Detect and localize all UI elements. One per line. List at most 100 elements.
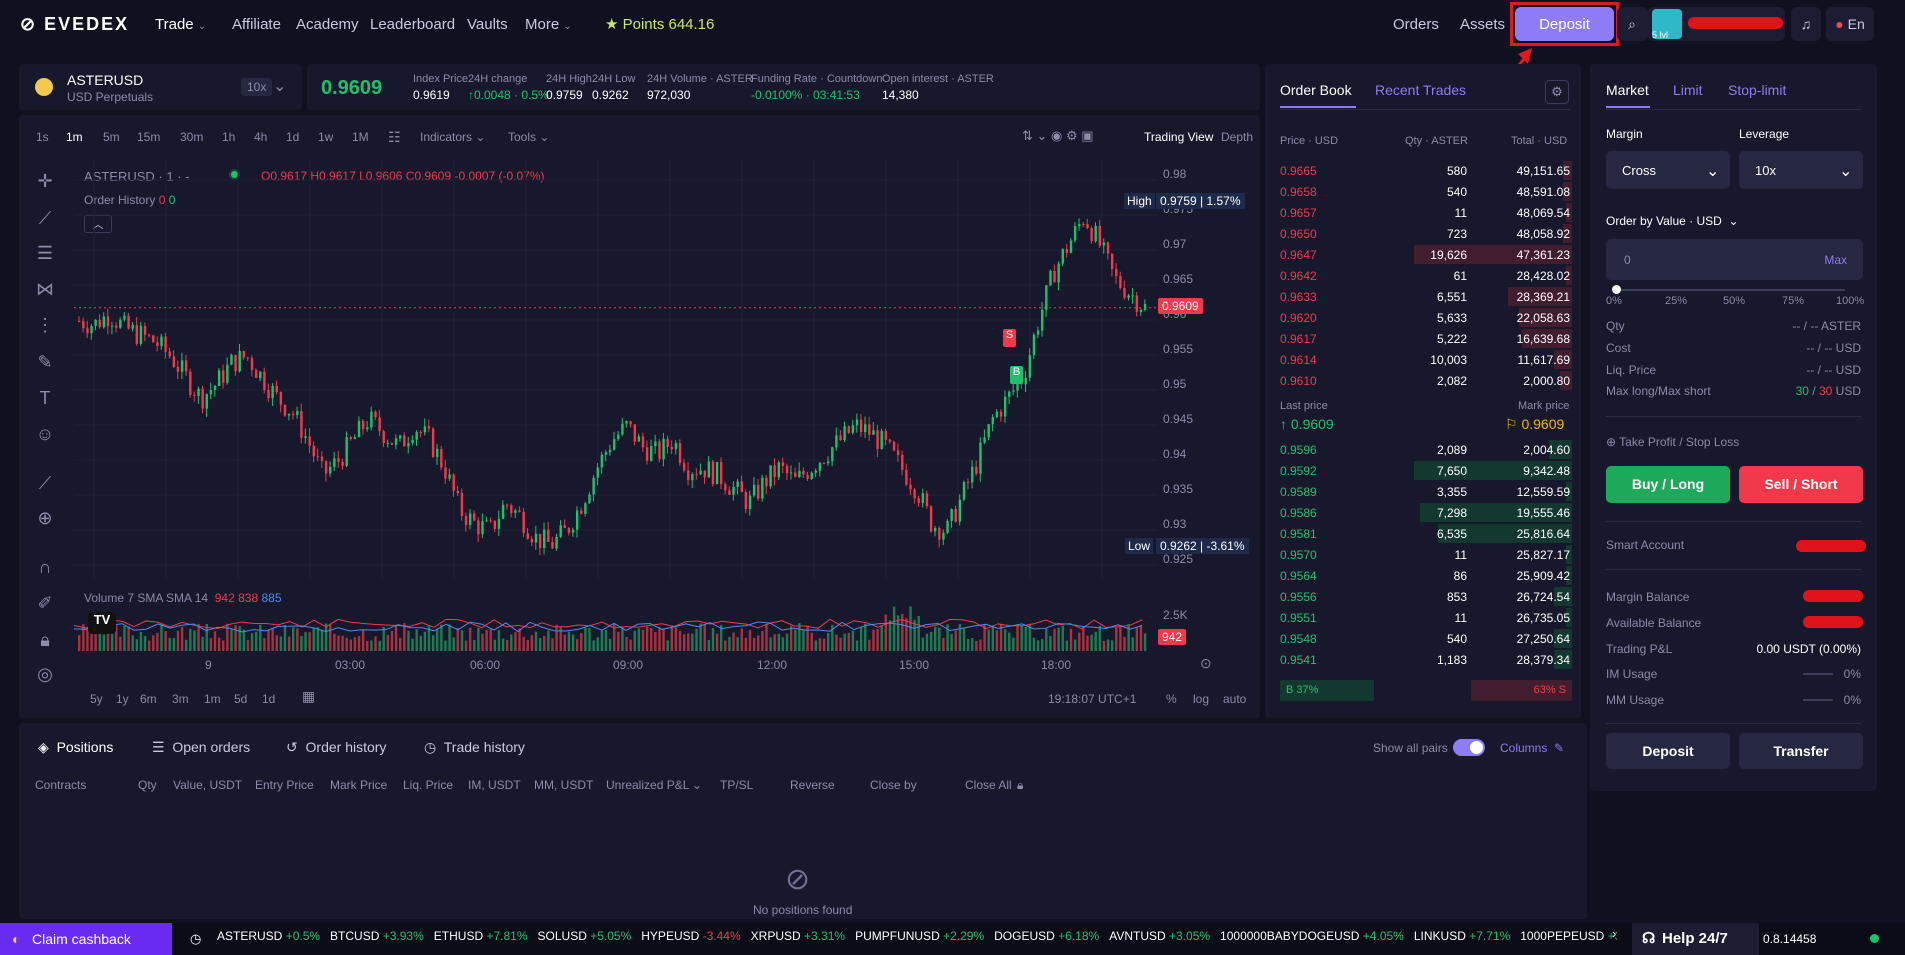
ob-row[interactable]: 0.9551 11 26,735.05 bbox=[1280, 607, 1572, 628]
ticker-item[interactable]: XRPUSD +3.31% bbox=[751, 929, 845, 949]
log-toggle[interactable]: log bbox=[1193, 692, 1210, 706]
calendar-icon[interactable]: ▦ bbox=[302, 688, 316, 704]
reset-chart-icon[interactable]: ⊙ bbox=[1200, 655, 1212, 671]
language-select[interactable]: ● En bbox=[1826, 7, 1874, 41]
timeframe-15m[interactable]: 15m bbox=[137, 130, 161, 144]
range-3m[interactable]: 3m bbox=[172, 692, 189, 706]
timeframe-4h[interactable]: 4h bbox=[254, 130, 268, 144]
ob-row[interactable]: 0.9596 2,089 2,004.60 bbox=[1280, 439, 1572, 460]
timeframe-5m[interactable]: 5m bbox=[103, 130, 120, 144]
sort-chevron-icon[interactable]: ⌄ bbox=[692, 778, 703, 792]
ob-row[interactable]: 0.9586 7,298 19,555.46 bbox=[1280, 502, 1572, 523]
trendline-icon[interactable]: ⟋ bbox=[38, 208, 52, 228]
chart-type-icon[interactable]: ☷ bbox=[388, 129, 401, 145]
ruler-icon[interactable]: ⟋ bbox=[38, 473, 52, 493]
range-5d[interactable]: 5d bbox=[234, 692, 248, 706]
tab-stop-limit[interactable]: Stop-limit bbox=[1728, 82, 1787, 98]
leverage-select[interactable]: 10x ⌄ bbox=[1739, 151, 1863, 189]
avatar[interactable] bbox=[1652, 9, 1682, 39]
margin-select[interactable]: Cross ⌄ bbox=[1606, 151, 1730, 189]
lock-icon[interactable]: 🔒︎ bbox=[1017, 778, 1024, 792]
ob-row[interactable]: 0.9633 6,551 28,369.21 bbox=[1280, 286, 1572, 307]
tab-order-book[interactable]: Order Book bbox=[1280, 82, 1352, 98]
ob-row[interactable]: 0.9541 1,183 28,379.34 bbox=[1280, 649, 1572, 670]
crosshair-icon[interactable]: ✛ bbox=[37, 171, 53, 191]
eye-icon[interactable]: ◎ bbox=[37, 664, 53, 684]
tab-recent-trades[interactable]: Recent Trades bbox=[1375, 82, 1467, 98]
indicators-button[interactable]: Indicators ⌄ bbox=[420, 130, 486, 144]
nav-academy[interactable]: Academy bbox=[296, 16, 359, 33]
timeframe-1w[interactable]: 1w bbox=[318, 130, 334, 144]
transfer-button[interactable]: Transfer bbox=[1739, 733, 1863, 769]
ticker-item[interactable]: AVNTUSD +3.05% bbox=[1109, 929, 1210, 949]
range-1m[interactable]: 1m bbox=[204, 692, 221, 706]
nav-leaderboard[interactable]: Leaderboard bbox=[370, 16, 456, 33]
fib-icon[interactable]: ☰ bbox=[36, 243, 54, 263]
ob-row[interactable]: 0.9556 853 26,724.54 bbox=[1280, 586, 1572, 607]
chevron-right-icon[interactable]: › bbox=[1612, 926, 1617, 941]
range-1d[interactable]: 1d bbox=[262, 692, 276, 706]
ticker-item[interactable]: BTCUSD +3.93% bbox=[330, 929, 424, 949]
text-icon[interactable]: T bbox=[39, 388, 51, 408]
ticker-item[interactable]: 1000PEPEUSD +3.78% bbox=[1520, 929, 1617, 949]
nav-more[interactable]: More ⌄ bbox=[525, 16, 572, 33]
tab-open-orders[interactable]: ☰ Open orders bbox=[152, 739, 251, 755]
zoom-icon[interactable]: ⊕ bbox=[37, 508, 53, 528]
orders-link[interactable]: Orders bbox=[1393, 16, 1439, 33]
ob-row[interactable]: 0.9650 723 48,058.92 bbox=[1280, 223, 1572, 244]
claim-cashback-button[interactable]: ◐ Claim cashback bbox=[0, 923, 172, 955]
range-1y[interactable]: 1y bbox=[116, 692, 129, 706]
magnet-icon[interactable]: ∩ bbox=[38, 557, 52, 577]
ob-row[interactable]: 0.9665 580 49,151.65 bbox=[1280, 160, 1572, 181]
price-chart[interactable] bbox=[74, 160, 1157, 580]
ob-row[interactable]: 0.9570 11 25,827.17 bbox=[1280, 544, 1572, 565]
ticker-item[interactable]: LINKUSD +7.71% bbox=[1414, 929, 1510, 949]
order-by-select[interactable]: Order by Value · USD ⌄ bbox=[1606, 214, 1739, 228]
ob-row[interactable]: 0.9564 86 25,909.42 bbox=[1280, 565, 1572, 586]
ob-row[interactable]: 0.9642 61 28,428.02 bbox=[1280, 265, 1572, 286]
columns-button[interactable]: Columns ✎ bbox=[1500, 741, 1565, 755]
show-all-pairs-toggle[interactable] bbox=[1453, 739, 1485, 756]
volume-chart[interactable] bbox=[74, 585, 1157, 651]
help-button[interactable]: ☊ Help 24/7 bbox=[1632, 923, 1759, 955]
ob-row[interactable]: 0.9657 11 48,069.54 bbox=[1280, 202, 1572, 223]
pencil-lock-icon[interactable]: ✐ bbox=[37, 593, 53, 613]
buy-marker[interactable]: B bbox=[1010, 366, 1023, 384]
slider-handle[interactable] bbox=[1612, 285, 1621, 294]
timeframe-1h[interactable]: 1h bbox=[222, 130, 236, 144]
range-5y[interactable]: 5y bbox=[90, 692, 103, 706]
ticker-item[interactable]: ASTERUSD +0.5% bbox=[217, 929, 320, 949]
ob-row[interactable]: 0.9647 19,626 47,361.23 bbox=[1280, 244, 1572, 265]
range-6m[interactable]: 6m bbox=[140, 692, 157, 706]
ob-row[interactable]: 0.9610 2,082 2,000.80 bbox=[1280, 370, 1572, 391]
ticker-item[interactable]: 1000000BABYDOGEUSD +4.05% bbox=[1220, 929, 1404, 949]
auto-toggle[interactable]: auto bbox=[1223, 692, 1247, 706]
bell-icon[interactable]: ♫ bbox=[1791, 7, 1821, 41]
tab-positions[interactable]: ◈ Positions bbox=[38, 739, 114, 755]
ticker-item[interactable]: ETHUSD +7.81% bbox=[434, 929, 528, 949]
tab-market[interactable]: Market bbox=[1606, 82, 1649, 98]
ob-row[interactable]: 0.9589 3,355 12,559.59 bbox=[1280, 481, 1572, 502]
symbol-selector[interactable]: ASTERUSD USD Perpetuals 10x ⌄ bbox=[19, 64, 302, 110]
ticker-item[interactable]: DOGEUSD +6.18% bbox=[994, 929, 1099, 949]
pattern-icon[interactable]: ⋈ bbox=[36, 279, 54, 299]
tools-button[interactable]: Tools ⌄ bbox=[508, 130, 550, 144]
chart-settings-icons[interactable]: ⇅ ⌄ ◉ ⚙ ▣ bbox=[1022, 128, 1094, 143]
depth-toggle[interactable]: Depth bbox=[1221, 130, 1254, 144]
ticker-item[interactable]: SOLUSD +5.05% bbox=[538, 929, 632, 949]
ob-row[interactable]: 0.9548 540 27,250.64 bbox=[1280, 628, 1572, 649]
brush-icon[interactable]: ✎ bbox=[37, 352, 53, 372]
amount-slider[interactable] bbox=[1615, 289, 1845, 291]
ob-row[interactable]: 0.9614 10,003 11,617.69 bbox=[1280, 349, 1572, 370]
sell-short-button[interactable]: Sell / Short bbox=[1739, 466, 1863, 503]
tab-limit[interactable]: Limit bbox=[1673, 82, 1703, 98]
trading-view-toggle[interactable]: Trading View bbox=[1144, 130, 1214, 144]
percent-toggle[interactable]: % bbox=[1166, 692, 1177, 706]
deposit-panel-button[interactable]: Deposit bbox=[1606, 733, 1730, 769]
tab-order-history[interactable]: ↺ Order history bbox=[286, 739, 387, 755]
nav-trade[interactable]: Trade ⌄ bbox=[155, 16, 207, 33]
ob-row[interactable]: 0.9620 5,633 22,058.63 bbox=[1280, 307, 1572, 328]
timeframe-30m[interactable]: 30m bbox=[180, 130, 204, 144]
orderbook-settings-icon[interactable]: ⚙ bbox=[1545, 80, 1569, 104]
nav-vaults[interactable]: Vaults bbox=[467, 16, 508, 33]
